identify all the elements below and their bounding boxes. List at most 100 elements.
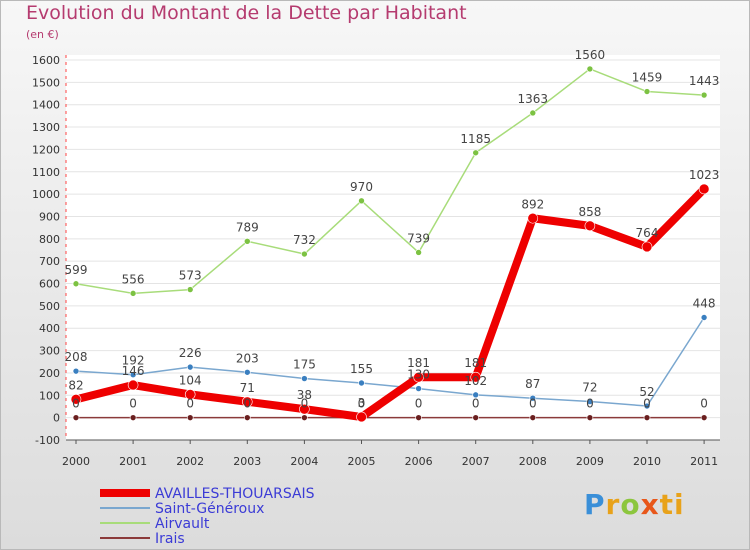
data-point — [643, 414, 651, 421]
y-tick-label: 1300 — [32, 121, 60, 134]
legend-label: AVAILLES-THOUARSAIS — [155, 486, 315, 502]
x-tick-label: 2011 — [690, 455, 718, 468]
data-point — [358, 379, 365, 387]
series-line-0 — [72, 184, 709, 421]
data-point — [186, 363, 194, 371]
data-point — [586, 398, 594, 405]
y-tick-label: 0 — [53, 412, 60, 425]
data-label: 764 — [636, 226, 659, 240]
data-label: 448 — [693, 297, 716, 311]
data-point — [643, 402, 651, 410]
x-tick-label: 2000 — [62, 455, 90, 468]
data-label: 0 — [472, 397, 480, 411]
data-point — [584, 220, 596, 232]
data-point — [72, 414, 80, 421]
y-tick-label: 1500 — [32, 76, 60, 89]
data-point — [700, 91, 708, 99]
data-point — [472, 391, 480, 399]
data-point — [529, 414, 537, 421]
logo-letter: ti — [659, 488, 685, 521]
data-point — [527, 212, 539, 224]
data-label: 1185 — [460, 132, 491, 146]
data-label: 0 — [186, 397, 194, 411]
data-point — [244, 368, 251, 376]
logo-letter: x — [640, 488, 660, 521]
data-point — [70, 394, 82, 405]
data-label: 104 — [179, 373, 202, 387]
data-point — [529, 109, 537, 117]
data-label: 71 — [240, 381, 255, 395]
data-label: 739 — [407, 231, 430, 245]
data-label: 38 — [297, 388, 312, 402]
y-tick-label: 300 — [39, 345, 60, 358]
data-label: 0 — [129, 397, 137, 411]
x-tick-label: 2008 — [519, 455, 547, 468]
data-point — [643, 88, 651, 95]
data-point — [244, 414, 251, 421]
y-tick-label: 100 — [39, 389, 60, 402]
data-label: 970 — [350, 180, 373, 194]
data-label: 0 — [643, 397, 651, 411]
data-label: 1443 — [689, 74, 720, 88]
data-label: 52 — [639, 385, 654, 399]
data-label: 155 — [350, 362, 373, 376]
legend-label: Airvault — [155, 516, 210, 532]
data-label: 130 — [407, 368, 430, 382]
data-label: 146 — [122, 364, 145, 378]
data-label: 789 — [236, 220, 259, 234]
y-tick-label: 900 — [39, 210, 60, 223]
data-point — [184, 389, 196, 400]
data-point — [529, 394, 537, 402]
data-point — [72, 367, 80, 375]
data-point — [641, 241, 653, 253]
data-point — [470, 371, 482, 383]
plot-area — [66, 55, 720, 440]
proxiti-logo: Proxti — [584, 488, 685, 521]
data-label: 192 — [122, 354, 145, 368]
legend-label: Saint-Généroux — [155, 501, 264, 517]
data-label: 1459 — [632, 71, 663, 85]
x-tick-label: 2001 — [119, 455, 147, 468]
data-label: 0 — [72, 397, 80, 411]
logo-letter: o — [620, 488, 641, 521]
data-label: 1023 — [689, 168, 720, 182]
data-label: 599 — [65, 263, 88, 277]
data-label: 0 — [243, 397, 251, 411]
data-point — [415, 249, 422, 256]
y-tick-label: 500 — [39, 300, 60, 313]
data-point — [127, 379, 139, 391]
data-point — [472, 149, 480, 157]
x-tick-label: 2004 — [290, 455, 318, 468]
x-tick-label: 2005 — [348, 455, 376, 468]
data-point — [186, 414, 194, 421]
data-point — [413, 371, 424, 383]
x-tick-label: 2006 — [405, 455, 433, 468]
data-label: 1363 — [518, 92, 549, 106]
data-label: 102 — [464, 374, 487, 388]
data-point — [301, 250, 308, 258]
data-label: 208 — [65, 350, 88, 364]
y-tick-label: -100 — [35, 434, 60, 447]
chart-title: Evolution du Montant de la Dette par Hab… — [26, 2, 467, 24]
data-label: 732 — [293, 233, 316, 247]
data-point — [700, 414, 708, 421]
y-tick-label: 200 — [39, 367, 60, 380]
data-label: 892 — [521, 197, 544, 211]
data-point — [129, 414, 137, 421]
y-tick-label: 1000 — [32, 188, 60, 201]
data-point — [586, 414, 594, 421]
data-label: 858 — [578, 205, 601, 219]
data-point — [129, 290, 137, 297]
data-label: 556 — [122, 272, 145, 286]
series-line-1 — [75, 316, 705, 407]
logo-letter: P — [584, 488, 606, 521]
y-tick-label: 800 — [39, 233, 60, 246]
x-tick-label: 2007 — [462, 455, 490, 468]
logo-letter: r — [605, 488, 621, 521]
data-point — [301, 375, 308, 382]
data-point — [72, 280, 80, 288]
y-tick-label: 1200 — [32, 143, 60, 156]
y-tick-label: 1400 — [32, 99, 60, 112]
data-point — [301, 414, 308, 421]
